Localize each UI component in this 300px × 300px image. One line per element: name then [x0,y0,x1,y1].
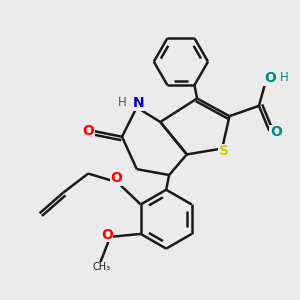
Text: O: O [101,227,113,242]
Text: O: O [110,171,122,185]
Text: S: S [219,145,229,158]
Text: CH₃: CH₃ [92,262,110,272]
Text: O: O [82,124,94,138]
Text: H: H [118,96,126,110]
Text: O: O [264,71,276,85]
Text: O: O [270,125,282,139]
Text: N: N [132,96,144,110]
Text: H: H [280,71,288,84]
